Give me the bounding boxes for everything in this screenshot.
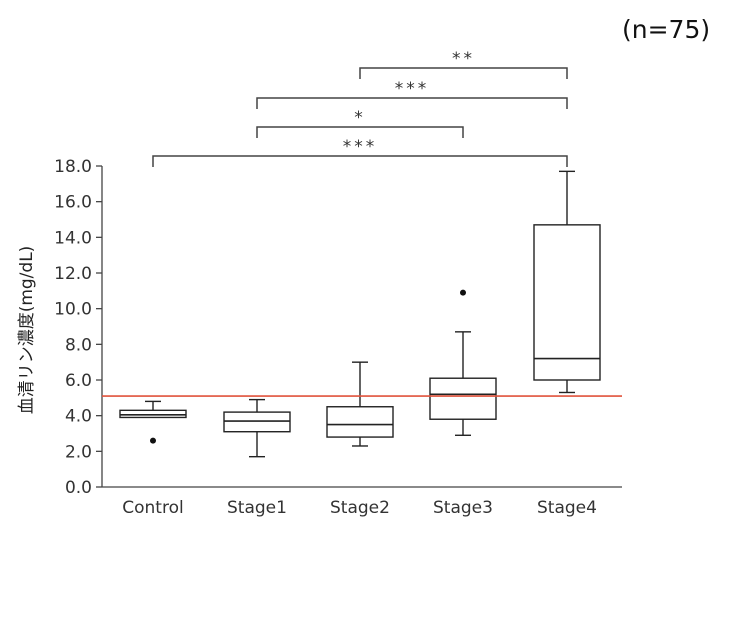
- box-iqr: [223, 411, 291, 433]
- significance-label: *: [354, 108, 366, 128]
- y-tick-label: 8.0: [65, 335, 92, 355]
- sample-size-label: (n=75): [622, 15, 710, 44]
- box-stage2: [326, 361, 394, 447]
- x-axis-categories: Control Stage1 Stage2 Stage3 Stage4: [122, 498, 597, 518]
- box-iqr: [533, 224, 601, 381]
- y-axis-label: 血清リン濃度(mg/dL): [17, 246, 37, 415]
- bracket-line: [359, 67, 568, 79]
- x-category-label: Stage1: [227, 498, 287, 518]
- box-iqr: [326, 406, 394, 438]
- box-iqr: [429, 377, 497, 420]
- x-category-label: Stage2: [330, 498, 390, 518]
- y-tick-label: 4.0: [65, 407, 92, 427]
- outlier-point: [460, 289, 466, 296]
- x-category-label: Control: [122, 498, 183, 518]
- box-iqr: [119, 409, 187, 419]
- box-series: [119, 170, 601, 458]
- bracket-line: [256, 126, 464, 138]
- y-tick-label: 12.0: [54, 264, 92, 284]
- box-stage1: [223, 398, 291, 458]
- significance-bracket: ***: [152, 137, 568, 167]
- y-axis-ticks: 0.0 2.0 4.0 6.0 8.0 10.0 12.0 14.0 16.0 18.0: [54, 157, 102, 498]
- box-stage3: [429, 289, 497, 436]
- y-tick-label: 0.0: [65, 478, 92, 498]
- bracket-line: [256, 97, 568, 109]
- outlier-point: [150, 437, 156, 444]
- significance-bracket: ***: [256, 79, 568, 109]
- box-control: [119, 400, 187, 444]
- significance-bracket: **: [359, 49, 568, 79]
- significance-label: ***: [395, 79, 430, 99]
- y-tick-label: 16.0: [54, 193, 92, 213]
- x-category-label: Stage4: [537, 498, 597, 518]
- bracket-line: [152, 155, 568, 167]
- y-tick-label: 10.0: [54, 300, 92, 320]
- y-tick-label: 14.0: [54, 228, 92, 248]
- significance-label: **: [452, 49, 475, 69]
- significance-bracket: *: [256, 108, 464, 138]
- y-tick-label: 18.0: [54, 157, 92, 177]
- x-category-label: Stage3: [433, 498, 493, 518]
- significance-label: ***: [343, 137, 378, 157]
- y-tick-label: 2.0: [65, 442, 92, 462]
- y-tick-label: 6.0: [65, 371, 92, 391]
- significance-brackets: *********: [152, 49, 568, 167]
- box-stage4: [533, 170, 601, 394]
